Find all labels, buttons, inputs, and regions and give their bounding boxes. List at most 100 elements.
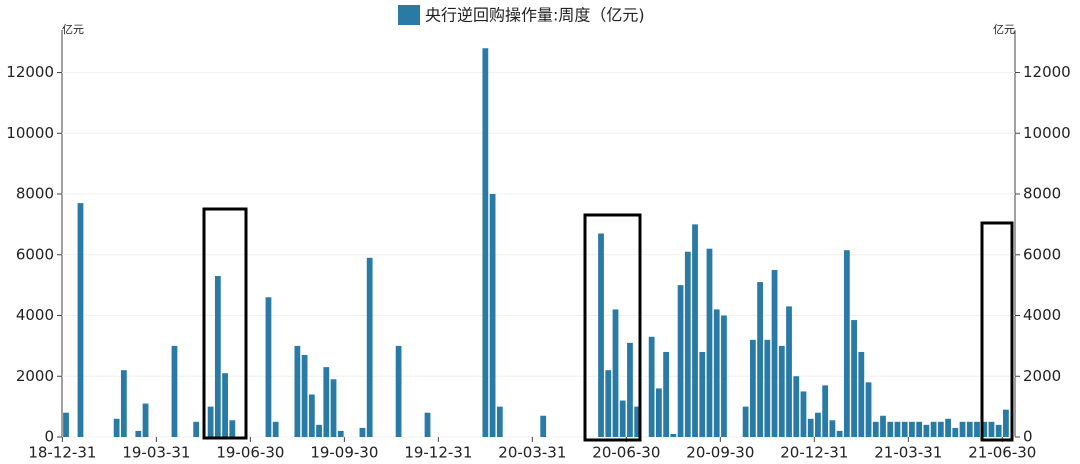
bar <box>489 194 496 437</box>
bar <box>120 370 127 437</box>
bar <box>655 388 662 437</box>
highlight-box <box>583 213 642 442</box>
x-tick-label: 18-12-31 <box>28 444 96 462</box>
bar <box>981 421 988 437</box>
bar <box>330 379 337 437</box>
bar <box>294 345 301 437</box>
y2-tick-label: 6000 <box>1023 245 1061 263</box>
y-unit: 亿元 <box>62 23 84 36</box>
y-tick-label: 12000 <box>6 63 54 81</box>
x-tick-label: 20-06-30 <box>592 444 660 462</box>
bar <box>77 203 84 437</box>
y2-tick-label: 4000 <box>1023 306 1061 324</box>
bar <box>113 418 120 437</box>
bar <box>229 420 236 437</box>
bar <box>974 421 980 437</box>
y-tick-label: 4000 <box>16 306 54 324</box>
y-tick-label: 10000 <box>6 124 54 142</box>
bar <box>424 412 431 437</box>
bar <box>337 430 344 437</box>
legend-swatch <box>398 5 420 25</box>
y2-tick-label: 12000 <box>1023 63 1071 81</box>
bar <box>945 418 951 437</box>
y-tick-label: 8000 <box>16 185 54 203</box>
bar <box>966 421 973 437</box>
x-tick-label: 21-03-31 <box>874 444 942 462</box>
x-tick-label: 19-03-31 <box>122 444 190 462</box>
bar <box>995 424 1002 437</box>
bar <box>301 354 308 437</box>
bar <box>771 269 778 437</box>
y-tick-label: 6000 <box>16 245 54 263</box>
bar <box>894 421 901 437</box>
bar <box>323 367 330 437</box>
highlight-box <box>980 221 1014 442</box>
bar <box>952 427 959 437</box>
x-tick-label: 21-06-30 <box>968 444 1036 462</box>
bar <box>721 315 727 437</box>
bar <box>171 345 178 437</box>
bar <box>135 430 142 437</box>
bar <box>778 345 785 437</box>
bar <box>916 421 923 437</box>
bar <box>786 306 792 437</box>
bar <box>930 421 937 437</box>
bar <box>684 251 691 437</box>
bar <box>670 433 677 437</box>
bar <box>366 257 373 437</box>
bar <box>648 336 655 437</box>
bar <box>764 339 771 437</box>
bar <box>742 406 749 437</box>
bar <box>222 373 228 437</box>
bar <box>496 406 503 437</box>
x-tick-label: 19-09-30 <box>310 444 378 462</box>
bar <box>923 424 930 437</box>
x-tick-label: 20-09-30 <box>686 444 754 462</box>
bar <box>937 421 944 437</box>
bar <box>1003 409 1009 437</box>
bar <box>395 345 402 437</box>
bar <box>988 421 995 437</box>
x-tick-label: 20-03-31 <box>498 444 566 462</box>
bar <box>692 224 698 437</box>
bar <box>815 412 821 437</box>
x-tick-label: 19-06-30 <box>216 444 284 462</box>
x-tick-label: 20-12-31 <box>780 444 848 462</box>
bar <box>865 382 872 437</box>
bar <box>193 421 200 437</box>
y2-unit: 亿元 <box>993 23 1015 36</box>
bar <box>858 351 865 437</box>
bar <box>822 385 829 437</box>
bar <box>316 424 322 437</box>
bar <box>272 421 279 437</box>
bar <box>214 276 221 437</box>
bar <box>843 250 850 437</box>
bar <box>598 233 604 437</box>
y-tick-label: 0 <box>44 428 54 446</box>
bar <box>757 282 763 437</box>
bar <box>959 421 966 437</box>
bar <box>605 370 612 437</box>
legend-label: 央行逆回购操作量:周度（亿元) <box>425 6 645 25</box>
y2-tick-label: 2000 <box>1023 367 1061 385</box>
bar <box>359 427 366 437</box>
bar <box>887 421 894 437</box>
bar <box>749 339 756 437</box>
bar <box>793 376 800 437</box>
bar <box>540 415 547 437</box>
bar <box>909 421 915 437</box>
y2-tick-label: 10000 <box>1023 124 1071 142</box>
x-tick-label: 19-12-31 <box>404 444 472 462</box>
bar <box>872 421 879 437</box>
y-tick-label: 2000 <box>16 367 54 385</box>
bar <box>851 320 857 437</box>
bar <box>677 285 684 437</box>
bar <box>308 394 315 437</box>
bar <box>836 430 843 437</box>
bar <box>482 48 489 438</box>
bar <box>829 420 836 437</box>
bar <box>880 415 886 437</box>
bar <box>63 412 69 437</box>
bar <box>207 406 214 437</box>
